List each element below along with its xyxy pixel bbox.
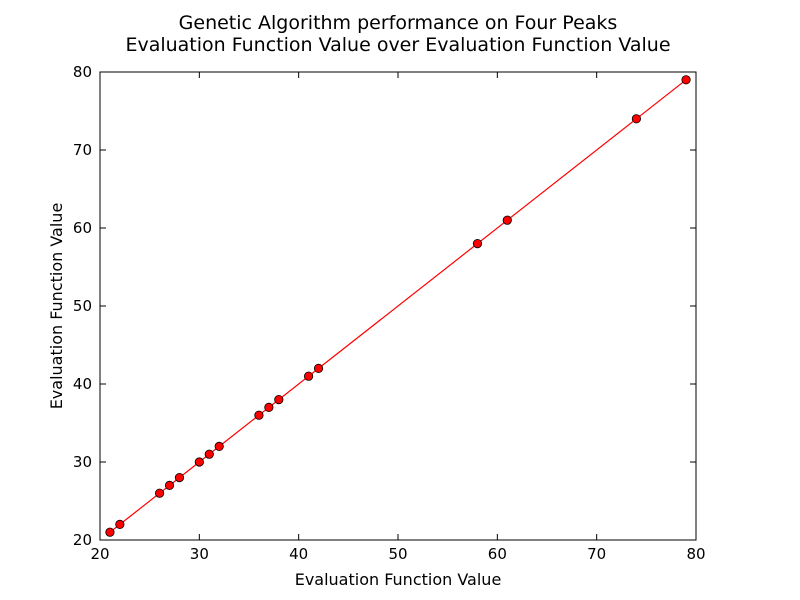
data-point (502, 215, 512, 225)
data-point (313, 363, 324, 373)
data-point (264, 402, 274, 412)
data-point (105, 527, 115, 537)
x-tick-label: 60 (488, 545, 507, 563)
x-axis-label: Evaluation Function Value (295, 570, 502, 589)
data-point (214, 441, 224, 451)
x-tick-label: 70 (587, 545, 606, 563)
y-tick-label: 50 (73, 297, 92, 315)
x-axis: 20 30 40 50 60 70 80 (90, 72, 706, 563)
data-point (115, 519, 125, 530)
data-point (274, 394, 284, 405)
y-axis: 20 30 40 50 60 70 80 (73, 63, 696, 549)
data-point (681, 75, 691, 85)
data-point (254, 410, 264, 420)
y-axis-label: Evaluation Function Value (47, 203, 66, 410)
x-tick-label: 40 (289, 545, 308, 563)
chart-subtitle: Evaluation Function Value over Evaluatio… (125, 34, 670, 56)
data-point (194, 457, 204, 467)
x-tick-label: 20 (90, 545, 109, 563)
x-tick-label: 50 (388, 545, 407, 563)
data-point (155, 488, 165, 498)
data-point (472, 239, 483, 249)
chart-title: Genetic Algorithm performance on Four Pe… (179, 12, 618, 34)
data-point (303, 371, 314, 381)
y-tick-label: 60 (73, 219, 92, 237)
y-tick-label: 20 (73, 531, 92, 549)
x-tick-label: 30 (190, 545, 209, 563)
data-point (174, 472, 185, 483)
data-point (204, 449, 214, 459)
x-tick-label: 80 (686, 545, 705, 563)
data-point (631, 114, 642, 124)
y-tick-label: 80 (73, 63, 92, 81)
series-layer (105, 75, 691, 537)
y-tick-label: 70 (73, 141, 92, 159)
y-tick-label: 40 (73, 375, 92, 393)
data-point (164, 480, 175, 490)
y-tick-label: 30 (73, 453, 92, 471)
